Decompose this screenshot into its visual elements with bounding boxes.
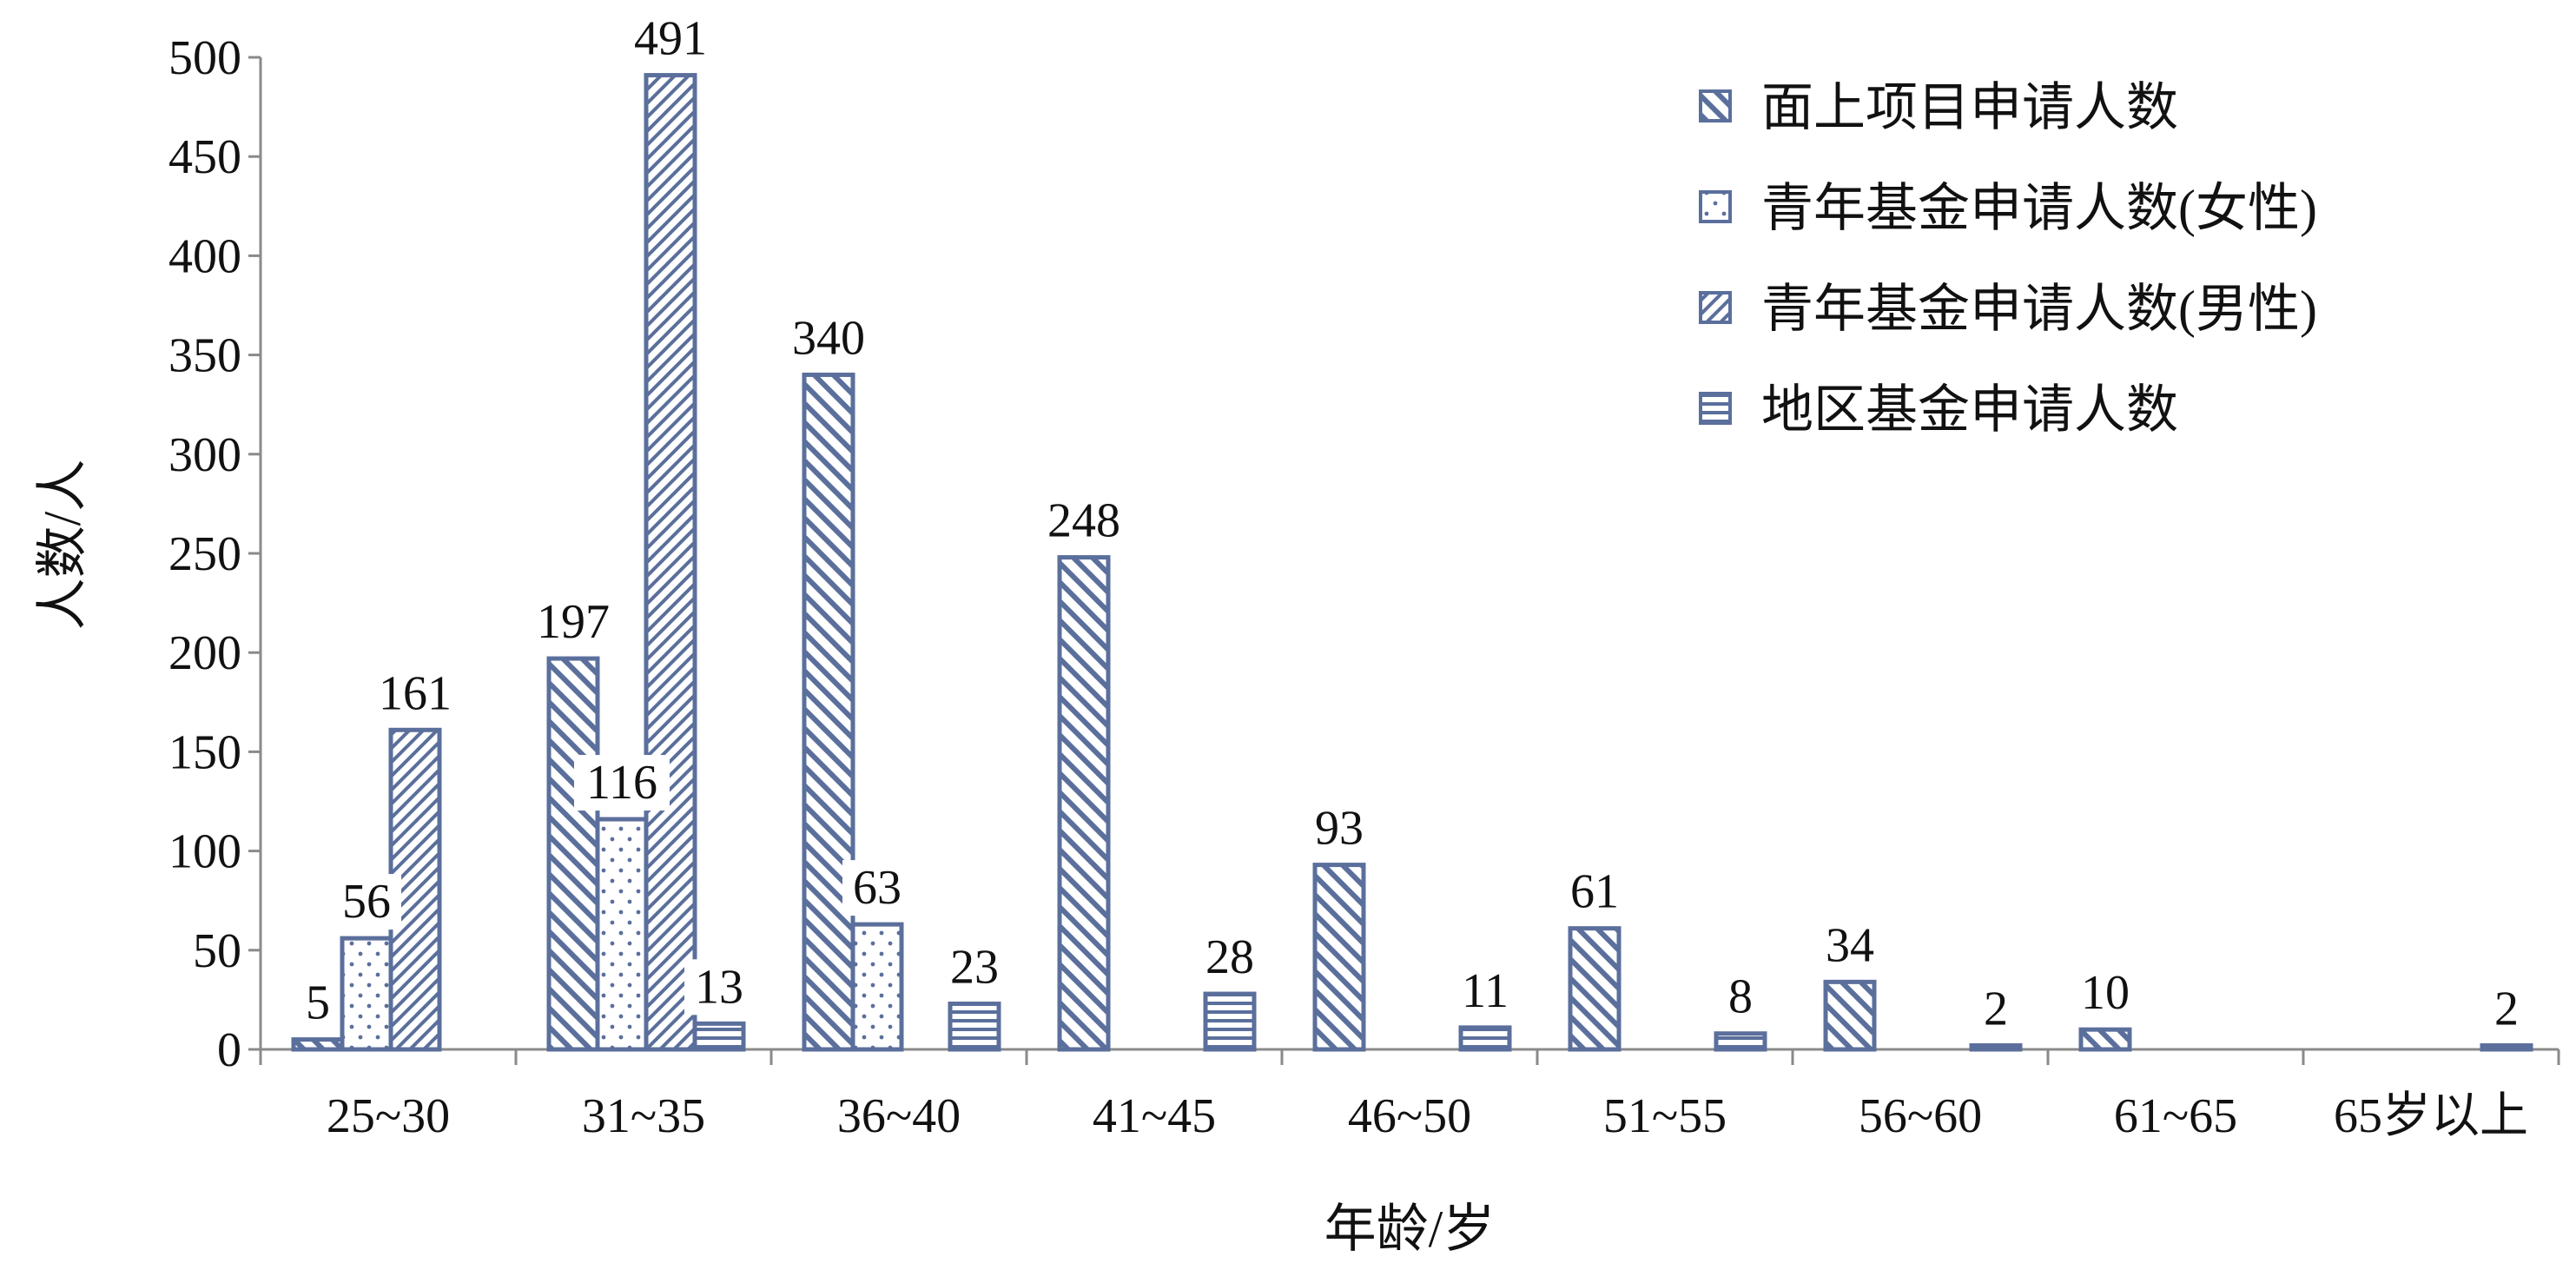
y-tick-label: 250 xyxy=(168,527,241,581)
x-tick-label: 56~60 xyxy=(1859,1089,1982,1143)
data-label-background xyxy=(1450,963,1520,1019)
y-tick-label: 200 xyxy=(168,626,241,680)
y-tick-label: 350 xyxy=(168,329,241,383)
y-tick-label: 150 xyxy=(168,725,241,779)
data-labels: 556 161 197 116 491 13 340 63 23 248 28 93 11 61 8 34 2 1… xyxy=(296,10,2528,1037)
x-axis-ticks: 25~30 31~35 36~40 41~45 46~50 51~55 56~60 61~65… xyxy=(259,1049,2560,1143)
bar xyxy=(1823,979,1877,1052)
bars xyxy=(291,73,2533,1052)
y-tick-label: 500 xyxy=(168,31,241,85)
data-label: 491 xyxy=(634,12,707,66)
data-label-background xyxy=(525,594,621,651)
x-tick-label: 46~50 xyxy=(1348,1089,1471,1143)
data-label: 340 xyxy=(792,311,865,365)
legend-label: 面上项目申请人数 xyxy=(1761,79,2178,136)
data-label-background xyxy=(684,959,754,1016)
y-tick-label: 0 xyxy=(217,1023,241,1077)
y-tick-label: 100 xyxy=(168,825,241,879)
data-label-background xyxy=(367,665,463,722)
legend-label: 青年基金申请人数(男性) xyxy=(1761,281,2317,338)
legend-label: 地区基金申请人数 xyxy=(1761,381,2178,439)
data-label-background xyxy=(2071,965,2140,1022)
data-label: 56 xyxy=(342,875,391,929)
data-label: 248 xyxy=(1047,494,1120,548)
legend-swatch xyxy=(1699,190,1732,223)
bar xyxy=(1568,926,1622,1052)
data-label-background xyxy=(574,755,670,811)
bar xyxy=(1969,1042,2023,1052)
data-label: 11 xyxy=(1462,964,1509,1018)
data-label: 197 xyxy=(537,595,610,649)
axes: 0 50 100 150 200 250 300 350 400 450 500 25~30 31~3… xyxy=(168,31,2560,1143)
y-tick-label: 300 xyxy=(168,428,241,482)
bar xyxy=(948,1001,1001,1052)
y-tick-label: 400 xyxy=(168,229,241,283)
x-tick-label: 25~30 xyxy=(327,1089,450,1143)
x-tick-label: 41~45 xyxy=(1093,1089,1216,1143)
bar xyxy=(1458,1025,1512,1052)
bar xyxy=(2480,1042,2533,1052)
data-label-background xyxy=(842,860,912,916)
data-label: 93 xyxy=(1315,802,1364,856)
data-label-background xyxy=(1560,863,1629,920)
x-tick-label: 31~35 xyxy=(582,1089,705,1143)
data-label-background xyxy=(1036,493,1132,549)
y-axis-ticks: 0 50 100 150 200 250 300 350 400 450 500 xyxy=(168,31,261,1077)
bar xyxy=(340,936,393,1052)
bar xyxy=(802,372,855,1052)
data-label: 34 xyxy=(1826,918,1874,972)
data-label: 161 xyxy=(379,666,452,720)
data-label: 28 xyxy=(1205,930,1254,984)
bar xyxy=(1312,863,1366,1052)
data-label: 2 xyxy=(1984,982,2008,1035)
data-label-background xyxy=(623,10,718,67)
data-label-background xyxy=(1195,930,1265,986)
y-tick-label: 50 xyxy=(193,924,241,978)
data-label: 10 xyxy=(2081,966,2130,1020)
data-label: 23 xyxy=(950,940,999,994)
data-label-background xyxy=(1305,800,1374,857)
x-tick-label: 61~65 xyxy=(2114,1089,2237,1143)
data-label-background xyxy=(332,874,401,930)
data-label: 5 xyxy=(306,976,330,1030)
bar xyxy=(850,922,904,1052)
data-label: 61 xyxy=(1570,865,1619,919)
data-label: 13 xyxy=(695,960,743,1014)
data-label: 8 xyxy=(1728,970,1753,1024)
bar xyxy=(546,656,600,1052)
data-label-background xyxy=(1815,917,1885,974)
bar xyxy=(1057,555,1111,1052)
data-label: 116 xyxy=(586,756,657,810)
data-label-background xyxy=(940,939,1009,996)
x-tick-label: 36~40 xyxy=(837,1089,961,1143)
legend-label: 青年基金申请人数(女性) xyxy=(1761,180,2317,237)
data-label: 2 xyxy=(2494,982,2519,1035)
bar xyxy=(291,1037,345,1052)
y-axis-title: 人数/人 xyxy=(34,460,91,631)
legend-swatch xyxy=(1699,291,1732,324)
data-label-background xyxy=(1719,969,1762,1025)
y-tick-label: 450 xyxy=(168,130,241,184)
bar xyxy=(595,817,649,1052)
x-axis-title: 年龄/岁 xyxy=(1324,1201,1496,1258)
data-label: 63 xyxy=(853,861,902,915)
x-tick-label: 51~55 xyxy=(1603,1089,1727,1143)
bar xyxy=(644,73,697,1052)
x-tick-label: 65岁以上 xyxy=(2334,1089,2528,1143)
data-label-background xyxy=(2485,981,2528,1037)
data-label-background xyxy=(1974,981,2018,1037)
bar xyxy=(1714,1031,1767,1052)
bar xyxy=(1203,991,1257,1052)
data-label-background xyxy=(296,975,340,1031)
legend-swatch xyxy=(1699,392,1732,425)
bar xyxy=(692,1021,746,1052)
data-label-background xyxy=(781,310,876,367)
legend-swatch xyxy=(1699,89,1732,122)
bar xyxy=(2078,1027,2132,1052)
